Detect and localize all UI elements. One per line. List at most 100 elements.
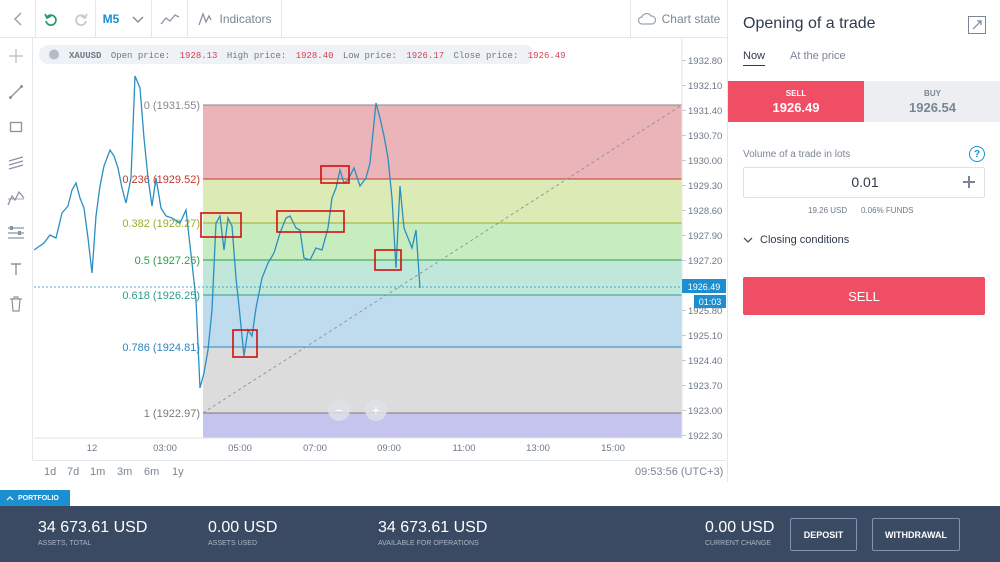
time-tick-label: 07:00	[303, 443, 327, 454]
fib-level-label: 0.5 (1927.26)	[135, 255, 200, 267]
zoom-in-button[interactable]: +	[365, 399, 387, 421]
trade-panel-title: Opening of a trade	[743, 15, 876, 32]
chart-area[interactable]: XAUUSD Open price: 1928.13 High price: 1…	[34, 38, 726, 461]
zoom-in-label: +	[372, 402, 380, 418]
indicators-button[interactable]: Indicators	[188, 0, 282, 37]
fib-zone	[203, 105, 682, 179]
fib-zone	[203, 223, 682, 260]
sell-button[interactable]: SELL	[743, 277, 985, 315]
closing-conditions-label: Closing conditions	[760, 234, 850, 246]
undo-button[interactable]	[36, 0, 66, 37]
assets-total-value: 34 673.61 USD	[38, 519, 148, 536]
chevron-down-icon	[743, 237, 753, 243]
period-1y[interactable]: 1y	[172, 466, 184, 478]
chart-state-label: Chart state	[661, 11, 721, 26]
portfolio-tab-label: PORTFOLIO	[18, 494, 59, 502]
sell-price-tile[interactable]: SELL 1926.49	[728, 81, 864, 122]
tab-now[interactable]: Now	[743, 50, 766, 66]
price-tick-label: 1923.70	[688, 381, 722, 392]
withdrawal-button[interactable]: WITHDRAWAL	[872, 518, 960, 551]
drawing-tools	[0, 38, 33, 461]
fibonacci-tool[interactable]	[5, 187, 27, 209]
channel-icon	[8, 156, 24, 170]
chart-type-button[interactable]	[152, 0, 188, 37]
trend-line-tool[interactable]	[5, 81, 27, 103]
highlight-box	[200, 212, 242, 238]
volume-value: 0.01	[851, 174, 879, 190]
current-change: 0.00 USD CURRENT CHANGE	[705, 519, 774, 547]
delete-drawings-button[interactable]	[5, 293, 27, 315]
fib-zone	[203, 295, 682, 347]
open-label: Open price:	[111, 51, 170, 61]
period-6m[interactable]: 6m	[144, 466, 160, 478]
chart-state-button[interactable]: Chart state	[630, 0, 727, 37]
volume-input[interactable]: 0.01	[743, 167, 985, 198]
assets-total: 34 673.61 USD ASSETS, TOTAL	[38, 519, 147, 547]
current-change-value: 0.00 USD	[705, 519, 775, 536]
price-tick-label: 1932.80	[688, 56, 722, 67]
period-1m[interactable]: 1m	[90, 466, 106, 478]
available-funds-label: AVAILABLE FOR OPERATIONS	[378, 540, 479, 547]
timeframe-value: M5	[102, 11, 120, 26]
price-tick-label: 1928.60	[688, 206, 722, 217]
period-3m[interactable]: 3m	[117, 466, 133, 478]
buy-tile-label: BUY	[924, 89, 941, 98]
chevron-up-icon	[6, 496, 14, 501]
redo-icon	[74, 13, 88, 26]
price-tick-label: 1931.40	[688, 106, 722, 117]
price-tick-label: 1925.10	[688, 331, 722, 342]
timeframe-select[interactable]: M5	[97, 0, 152, 37]
expand-button[interactable]	[968, 16, 986, 34]
closing-conditions-toggle[interactable]: Closing conditions	[743, 234, 849, 246]
redo-button[interactable]	[66, 0, 96, 37]
price-tick-label: 1927.90	[688, 231, 722, 242]
period-bar: 1d 7d 1m 3m 6m 1y 09:53:56 (UTC+3)	[34, 460, 726, 482]
open-value: 1928.13	[180, 51, 218, 61]
highlight-box	[374, 249, 402, 271]
symbol-name: XAUUSD	[69, 51, 102, 61]
fib-level-label: 0.786 (1924.81)	[122, 342, 200, 354]
price-line	[34, 75, 421, 389]
time-tick-label: 15:00	[601, 443, 625, 454]
symbol-info-bar: XAUUSD Open price: 1928.13 High price: 1…	[39, 45, 566, 64]
crosshair-icon	[9, 49, 23, 63]
fib-zone	[203, 179, 682, 223]
back-button[interactable]	[0, 0, 36, 37]
help-button[interactable]: ?	[969, 146, 985, 162]
increase-volume-button[interactable]	[962, 172, 976, 197]
rectangle-tool[interactable]	[5, 116, 27, 138]
buy-price-tile[interactable]: BUY 1926.54	[864, 81, 1000, 122]
chart-toolbar: M5 Indicators Chart state	[0, 0, 727, 38]
current-price-value: 1926.49	[688, 282, 721, 292]
channel-tool[interactable]	[5, 151, 27, 173]
assets-used: 0.00 USD ASSETS USED	[208, 519, 277, 547]
indicators-label: Indicators	[219, 11, 272, 26]
text-tool[interactable]	[5, 258, 27, 280]
high-label: High price:	[227, 51, 286, 61]
levels-icon	[8, 226, 24, 239]
period-7d[interactable]: 7d	[67, 466, 80, 478]
price-tick-label: 1922.30	[688, 431, 722, 442]
crosshair-tool[interactable]	[5, 45, 27, 67]
price-tick-label: 1924.40	[688, 356, 722, 367]
chevron-down-icon	[132, 16, 144, 23]
volume-label: Volume of a trade in lots	[743, 149, 851, 160]
price-tick-label: 1925.80	[688, 306, 722, 317]
cloud-icon	[637, 12, 656, 25]
fib-level-label: 0.618 (1926.25)	[122, 290, 200, 302]
price-chart[interactable]: XAUUSD Open price: 1928.13 High price: 1…	[34, 38, 726, 461]
time-tick-label: 13:00	[526, 443, 550, 454]
portfolio-tab[interactable]: PORTFOLIO	[0, 490, 70, 506]
buy-tile-price: 1926.54	[909, 100, 956, 115]
assets-used-value: 0.00 USD	[208, 519, 278, 536]
zoom-out-button[interactable]: −	[328, 399, 350, 421]
help-icon: ?	[973, 148, 981, 160]
fib-zone	[203, 413, 682, 438]
fib-levels-tool[interactable]	[5, 222, 27, 244]
sell-button-label: SELL	[848, 288, 880, 304]
period-1d[interactable]: 1d	[44, 466, 57, 478]
assets-total-label: ASSETS, TOTAL	[38, 540, 92, 547]
tab-at-the-price[interactable]: At the price	[790, 50, 846, 62]
portfolio-panel: 34 673.61 USD ASSETS, TOTAL 0.00 USD ASS…	[0, 506, 1000, 562]
deposit-button[interactable]: DEPOSIT	[790, 518, 857, 551]
